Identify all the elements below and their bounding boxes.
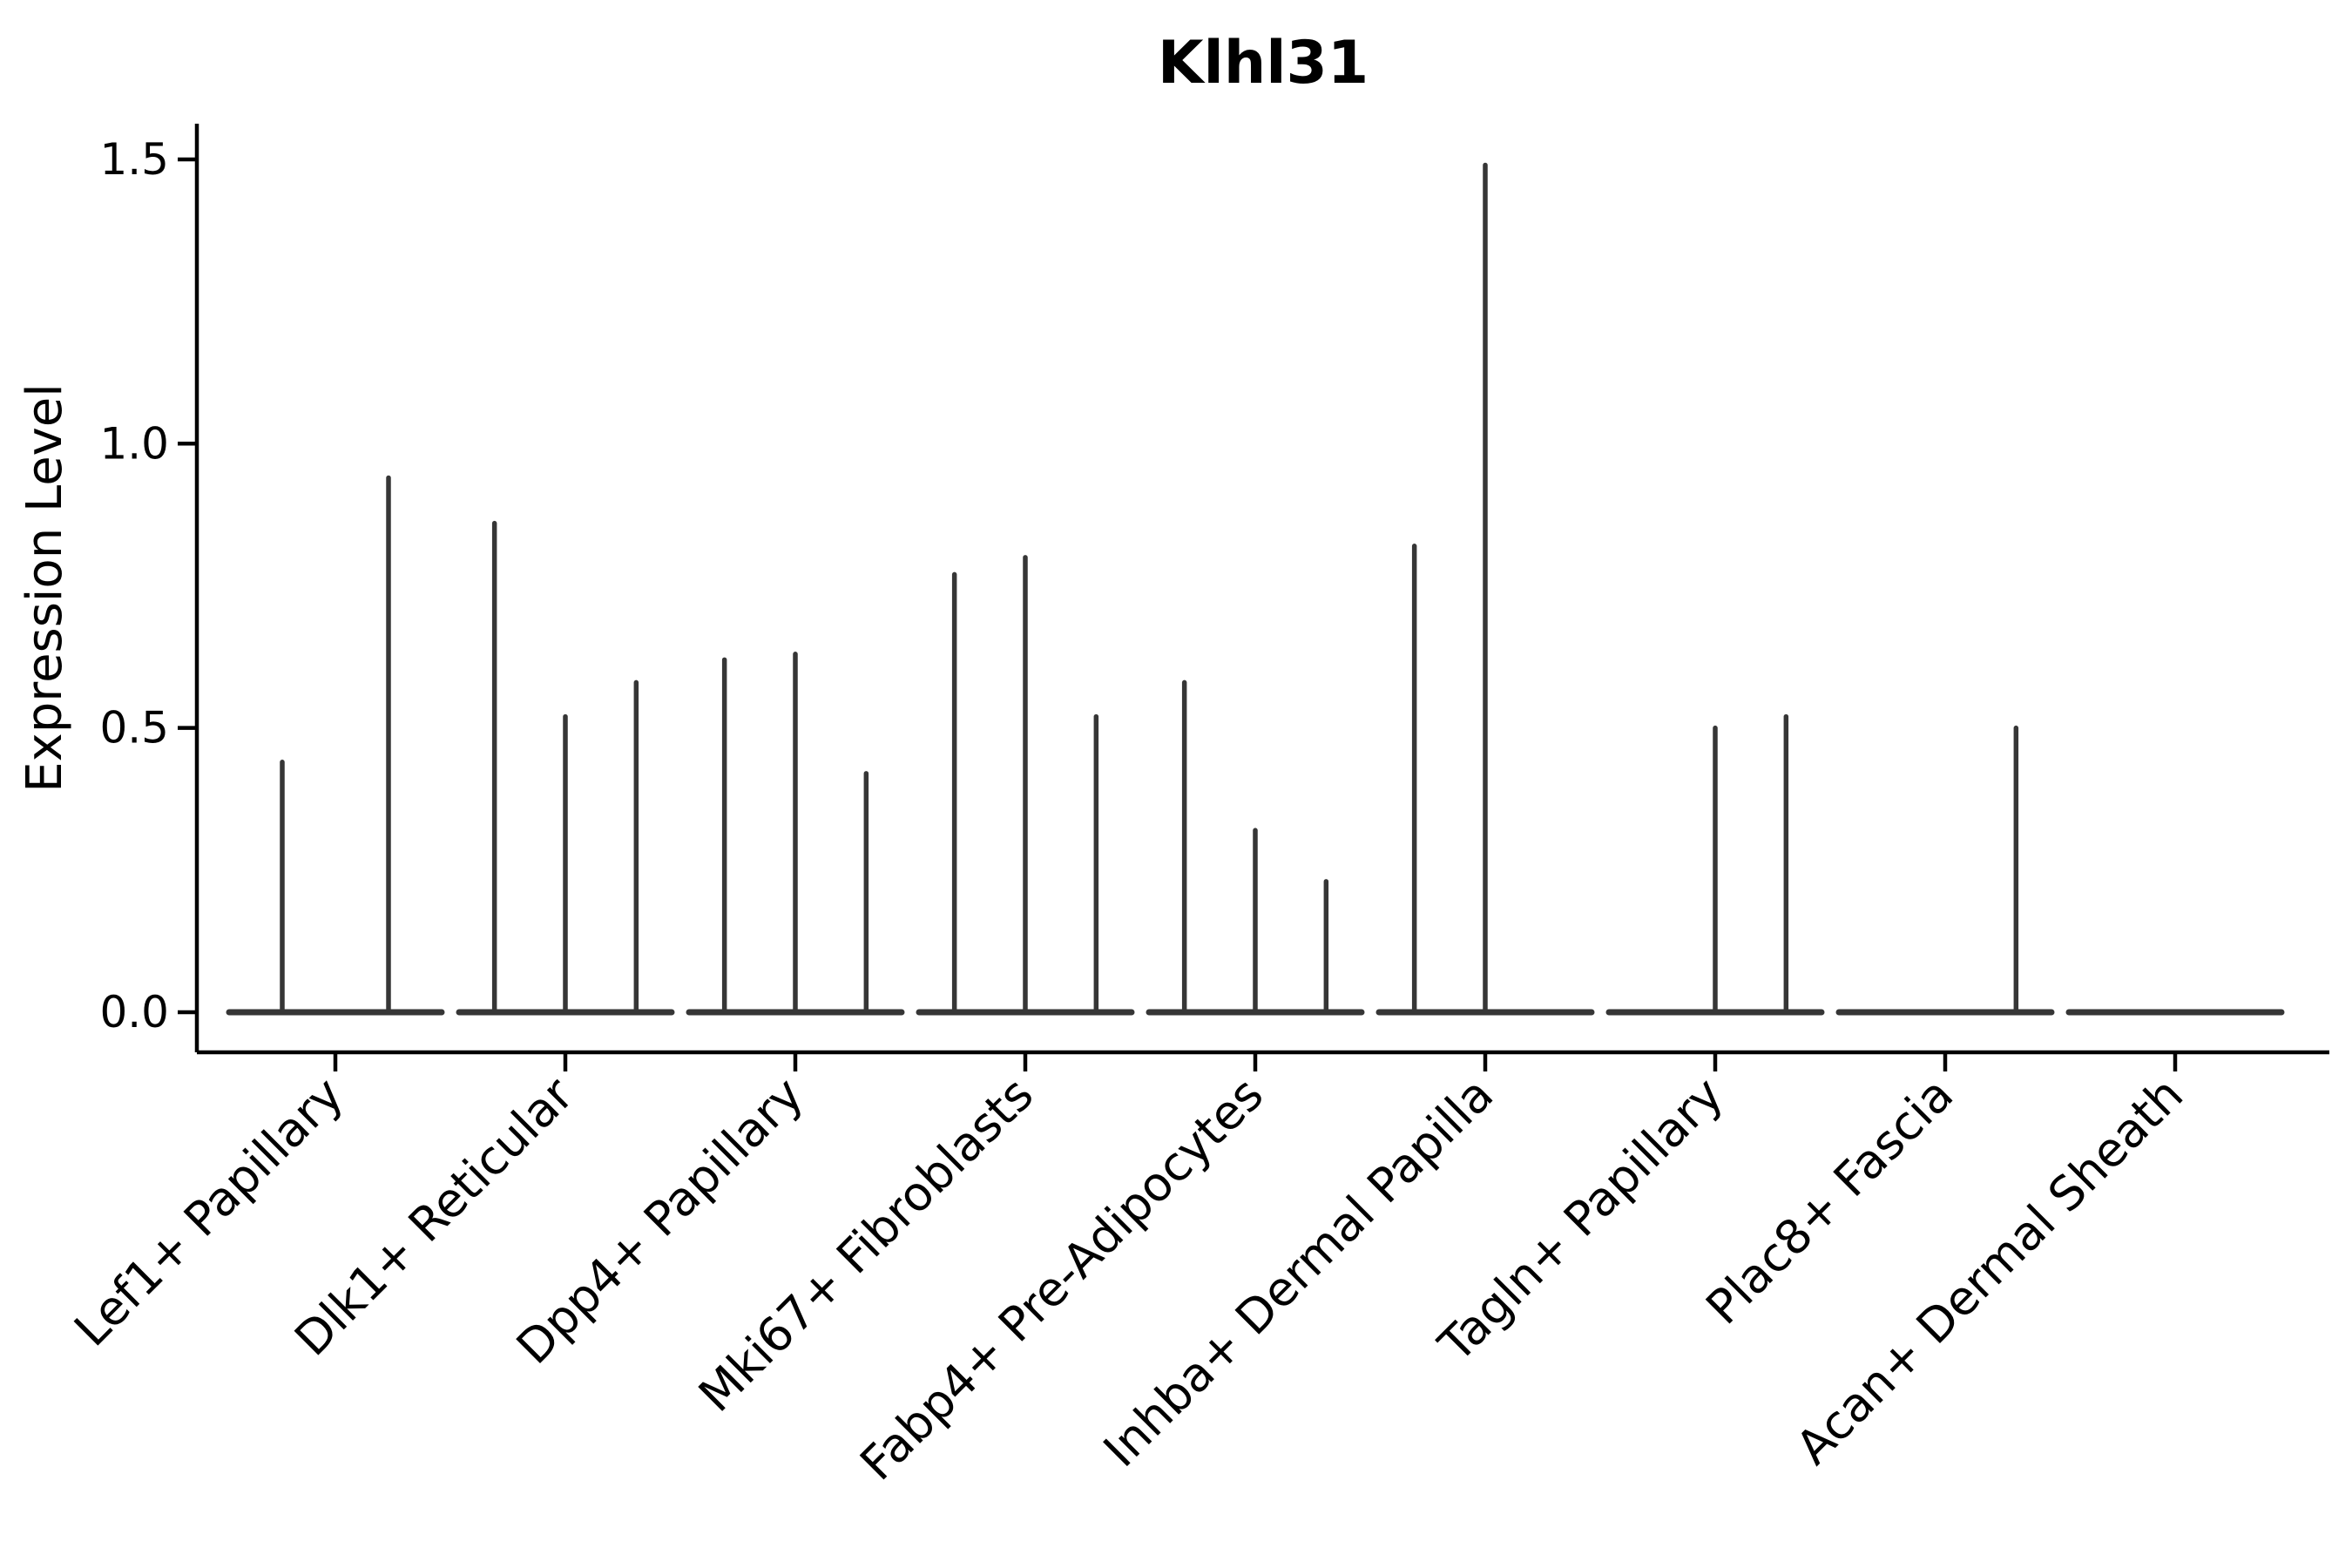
- x-tick-label: Fabp4+ Pre-Adipocytes: [849, 1067, 1274, 1491]
- y-tick-label: 1.0: [99, 418, 169, 469]
- violin-series: [226, 162, 2285, 1016]
- y-axis-label: Expression Level: [17, 383, 73, 793]
- x-tick-label: Inhba+ Dermal Papilla: [1093, 1067, 1504, 1477]
- violin-category: [1146, 679, 1365, 1016]
- violin-category: [226, 475, 445, 1016]
- y-tick-label: 0.0: [99, 987, 169, 1037]
- y-tick-label: 0.5: [99, 703, 169, 754]
- x-tick-label: Acan+ Dermal Sheath: [1786, 1067, 2193, 1475]
- x-tick-label: Plac8+ Fascia: [1695, 1067, 1963, 1335]
- violin-category: [1605, 713, 1825, 1016]
- violin-category: [456, 520, 675, 1016]
- chart-title: Klhl31: [1158, 29, 1369, 98]
- violin-category: [686, 652, 905, 1016]
- violin-category: [1375, 162, 1595, 1016]
- y-axis-ticks: 0.0 0.5 1.0 1.5: [99, 134, 197, 1037]
- y-tick-label: 1.5: [99, 134, 169, 185]
- y-axis: 0.0 0.5 1.0 1.5: [99, 124, 199, 1052]
- violin-category: [1835, 725, 2055, 1016]
- violin-category: [916, 555, 1135, 1016]
